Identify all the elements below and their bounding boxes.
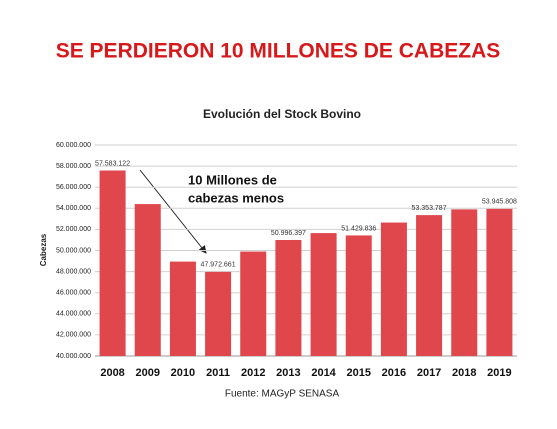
bar (134, 204, 161, 356)
bar (205, 271, 232, 356)
bar (416, 215, 443, 356)
y-axis-label: Cabezas (39, 233, 48, 266)
x-tick-label: 2015 (347, 367, 371, 379)
value-label: 53.353.787 (412, 205, 447, 212)
value-label: 51.429.836 (341, 225, 376, 232)
y-tick-label: 58.000.000 (56, 163, 91, 170)
bar (310, 233, 337, 356)
x-tick-label: 2018 (452, 367, 476, 379)
y-tick-label: 46.000.000 (56, 290, 91, 297)
x-tick-label: 2017 (417, 367, 441, 379)
y-tick-label: 44.000.000 (56, 311, 91, 318)
x-tick-label: 2014 (311, 367, 336, 379)
annotation-arrow (139, 169, 207, 254)
y-tick-label: 42.000.000 (56, 332, 91, 339)
x-tick-label: 2019 (487, 367, 511, 379)
bar (380, 222, 407, 356)
y-tick-label: 50.000.000 (56, 247, 91, 254)
value-label: 50.996.397 (271, 230, 306, 237)
page-title: SE PERDIERON 10 MILLONES DE CABEZAS (56, 40, 501, 63)
value-label: 53.945.808 (482, 199, 517, 206)
x-tick-label: 2012 (241, 367, 265, 379)
chart-title: Evolución del Stock Bovino (203, 107, 361, 121)
value-label: 47.972.661 (201, 262, 236, 269)
x-tick-label: 2011 (206, 367, 230, 379)
source: Fuente: MAGyP SENASA (225, 389, 340, 400)
bar (99, 170, 126, 356)
y-tick-label: 48.000.000 (56, 268, 91, 275)
bar (486, 208, 513, 356)
bar (345, 235, 372, 356)
x-tick-label: 2009 (136, 367, 160, 379)
bar (169, 261, 196, 356)
annotation: 10 Millones de (188, 172, 277, 187)
x-tick-label: 2013 (276, 367, 300, 379)
bar (240, 251, 267, 356)
x-tick-label: 2008 (100, 367, 124, 379)
value-label: 57.583.122 (95, 160, 130, 167)
x-tick-label: 2016 (382, 367, 406, 379)
y-tick-label: 52.000.000 (56, 226, 91, 233)
y-tick-label: 40.000.000 (56, 353, 91, 360)
annotation: cabezas menos (188, 190, 284, 205)
y-tick-label: 56.000.000 (56, 184, 91, 191)
y-tick-label: 54.000.000 (56, 205, 91, 212)
y-tick-label: 60.000.000 (56, 142, 91, 149)
bar (275, 239, 302, 356)
bar (451, 209, 478, 356)
x-tick-label: 2010 (171, 367, 195, 379)
